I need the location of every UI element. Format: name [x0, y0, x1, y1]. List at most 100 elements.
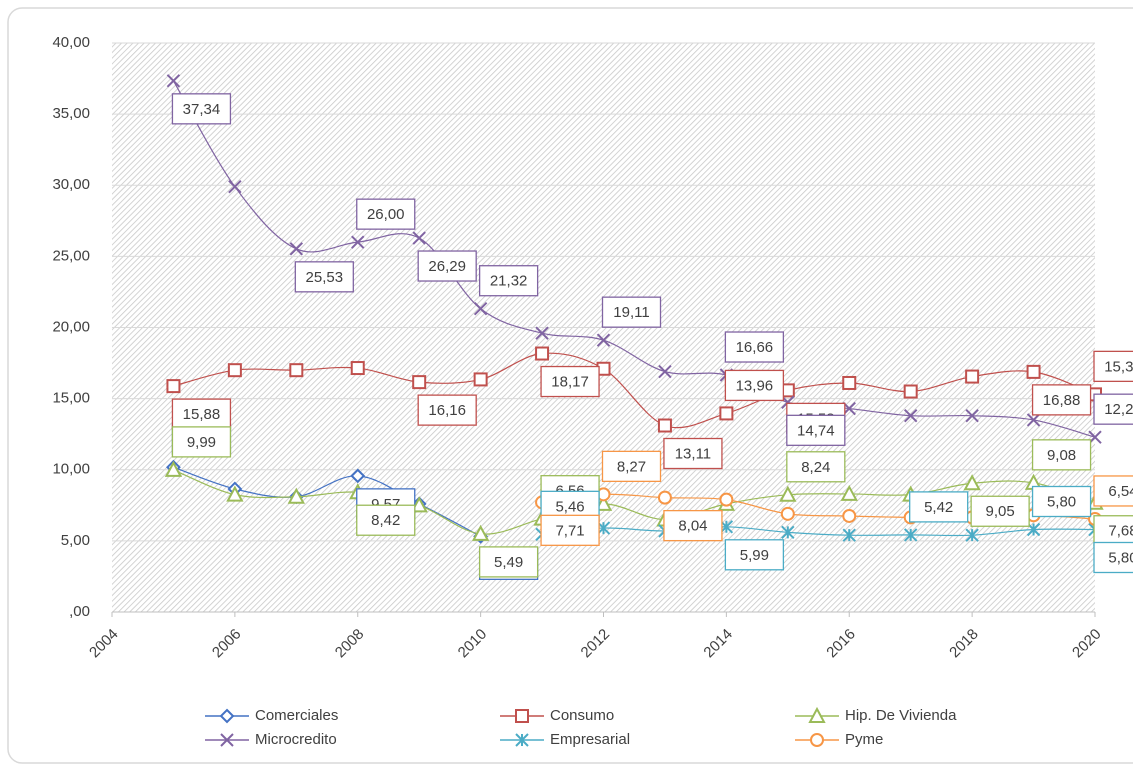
legend-item: Hip. De Vivienda [795, 706, 957, 724]
data-label: 8,42 [371, 512, 400, 529]
y-tick-label: 5,00 [61, 532, 90, 549]
data-label: 15,88 [183, 406, 221, 423]
marker [412, 375, 427, 390]
data-label: 5,46 [555, 498, 584, 515]
marker [473, 302, 488, 316]
data-label: 13,11 [675, 445, 711, 462]
marker [658, 364, 672, 379]
data-label-box [663, 509, 723, 542]
data-label-box [417, 394, 477, 426]
marker [780, 506, 795, 521]
data-label: 12,29 [1104, 401, 1133, 418]
data-label: 13,96 [736, 377, 774, 394]
marker [410, 496, 428, 513]
marker [657, 490, 672, 505]
data-label-box [1093, 475, 1133, 507]
legend-marker [808, 706, 826, 723]
data-label: 5,42 [924, 499, 953, 516]
data-label: 5,49 [494, 554, 523, 571]
marker [719, 406, 734, 421]
series-line [173, 469, 1096, 535]
marker [350, 361, 365, 376]
data-label: 16,66 [736, 339, 774, 356]
y-tick-label: 15,00 [52, 390, 90, 407]
data-label: 16,16 [428, 402, 466, 419]
data-label: 18,17 [551, 374, 589, 391]
data-label: 14,74 [797, 422, 835, 439]
data-label-box [1031, 384, 1092, 416]
y-tick-label: 25,00 [52, 247, 90, 264]
data-label: 5,80 [1047, 493, 1076, 510]
marker [227, 363, 242, 378]
data-label-box [724, 539, 785, 571]
marker [166, 74, 181, 88]
y-tick-label: 40,00 [52, 34, 90, 51]
marker [289, 242, 304, 256]
marker [596, 333, 611, 347]
marker [965, 528, 979, 542]
marker [164, 460, 183, 477]
marker [840, 484, 858, 501]
data-label: 25,53 [306, 269, 344, 286]
marker [779, 485, 797, 502]
y-tick-label: 20,00 [52, 318, 90, 335]
data-label: 7,71 [555, 522, 584, 539]
data-label-box [294, 261, 354, 293]
marker [842, 528, 856, 542]
marker [1026, 364, 1041, 379]
marker [657, 418, 672, 433]
data-label-box [540, 514, 600, 546]
marker [351, 235, 365, 249]
data-label: 15,30 [1104, 358, 1133, 375]
marker [842, 508, 857, 523]
data-label: 16,88 [1043, 392, 1081, 409]
marker [289, 363, 304, 378]
data-label-box [786, 451, 846, 483]
data-label: 9,99 [187, 434, 216, 451]
data-label: 5,80 [1108, 549, 1133, 566]
data-label-box [601, 296, 662, 328]
data-label-box [970, 495, 1030, 527]
data-label-box [909, 491, 969, 523]
data-label-box [540, 365, 600, 398]
legend-marker [810, 733, 824, 747]
series-line [542, 526, 1096, 537]
legend-item: Empresarial [500, 731, 630, 748]
marker [965, 408, 979, 423]
series-layer: 10,189,575,3215,8816,1618,1713,1113,9615… [164, 74, 1133, 580]
series-line [173, 466, 481, 537]
data-label-box [1031, 439, 1092, 471]
marker [781, 525, 795, 540]
y-tick-label: 30,00 [52, 176, 90, 193]
marker [535, 326, 549, 340]
marker [166, 379, 181, 394]
marker [350, 468, 366, 484]
data-label-box [1031, 485, 1092, 518]
data-label: 8,27 [617, 458, 646, 475]
data-label-box [171, 93, 232, 125]
legend-marker [515, 709, 529, 723]
data-label-box [478, 265, 539, 297]
data-label: 7,68 [1108, 523, 1133, 540]
marker [287, 487, 305, 504]
marker [535, 346, 550, 361]
data-label-box [601, 450, 662, 483]
data-label: 8,24 [801, 459, 830, 476]
marker [473, 372, 488, 387]
marker [228, 179, 242, 194]
marker [842, 375, 857, 390]
data-label: 9,08 [1047, 447, 1076, 464]
data-label-box [786, 414, 846, 446]
data-label: 5,99 [740, 547, 769, 564]
data-label: 19,11 [613, 304, 649, 321]
legend-marker [220, 733, 234, 747]
series-line [173, 352, 1096, 429]
data-label-box [478, 546, 539, 578]
legend-item: Microcredito [205, 731, 337, 748]
marker [719, 492, 734, 507]
marker [903, 408, 918, 423]
legend-label: Empresarial [550, 731, 630, 748]
data-label: 8,04 [678, 518, 707, 535]
y-tick-label: ,00 [69, 603, 90, 620]
marker [903, 384, 918, 399]
